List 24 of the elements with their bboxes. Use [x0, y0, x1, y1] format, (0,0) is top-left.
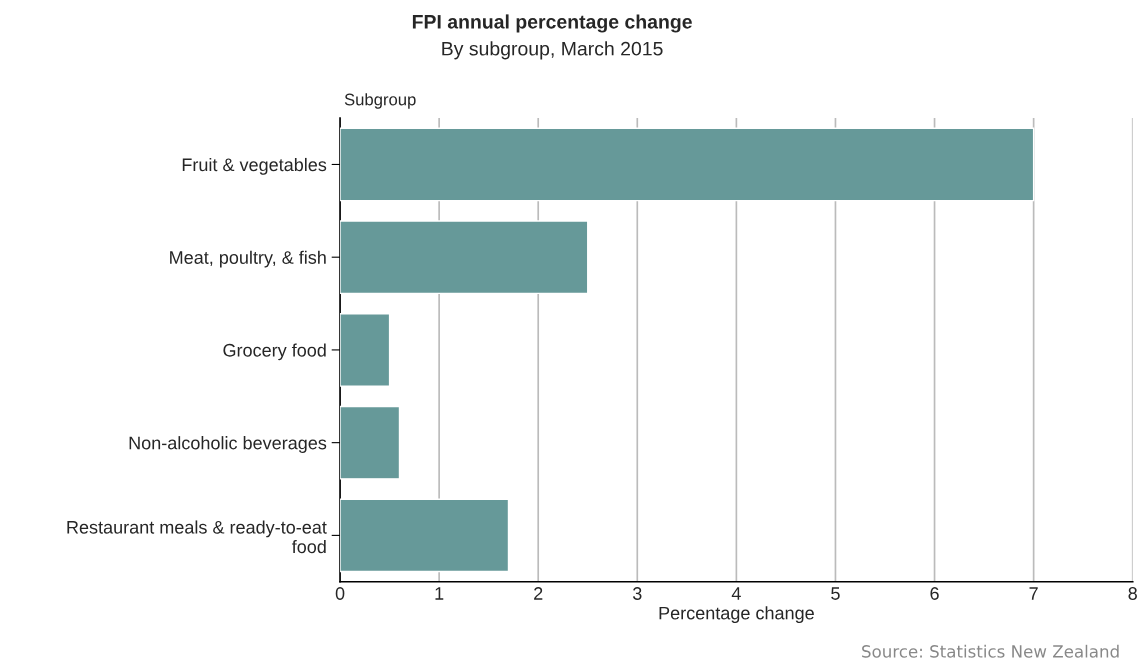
y-tick-label: Restaurant meals & ready-to-eat food — [67, 520, 327, 554]
x-tick-label: 3 — [632, 587, 642, 600]
x-tick-label: 8 — [1128, 587, 1137, 600]
bar — [340, 498, 510, 573]
x-tick-label: 1 — [435, 587, 444, 600]
x-tick-label: 4 — [731, 587, 741, 600]
y-tick-label: Grocery food — [223, 343, 326, 361]
chart-subtitle: By subgroup, March 2015 — [442, 41, 663, 60]
bar — [340, 313, 391, 387]
y-tick-label: Non-alcoholic beverages — [129, 436, 327, 453]
x-tick-label: 0 — [335, 587, 345, 600]
bar — [340, 405, 401, 480]
x-tick-label: 2 — [534, 587, 543, 600]
source-note: Source: Statistics New Zealand — [862, 644, 1119, 658]
y-axis-title: Subgroup — [344, 93, 416, 109]
bar — [340, 127, 1035, 202]
x-tick-label: 7 — [1029, 587, 1038, 600]
bar — [340, 220, 589, 295]
x-tick-label: 5 — [831, 587, 840, 600]
x-axis-title: Percentage change — [659, 606, 814, 624]
y-tick-label: Fruit & vegetables — [182, 157, 327, 175]
chart-title: FPI annual percentage change — [412, 14, 692, 33]
x-tick-label: 6 — [930, 587, 939, 600]
y-tick-label: Meat, poultry, & fish — [170, 250, 326, 268]
